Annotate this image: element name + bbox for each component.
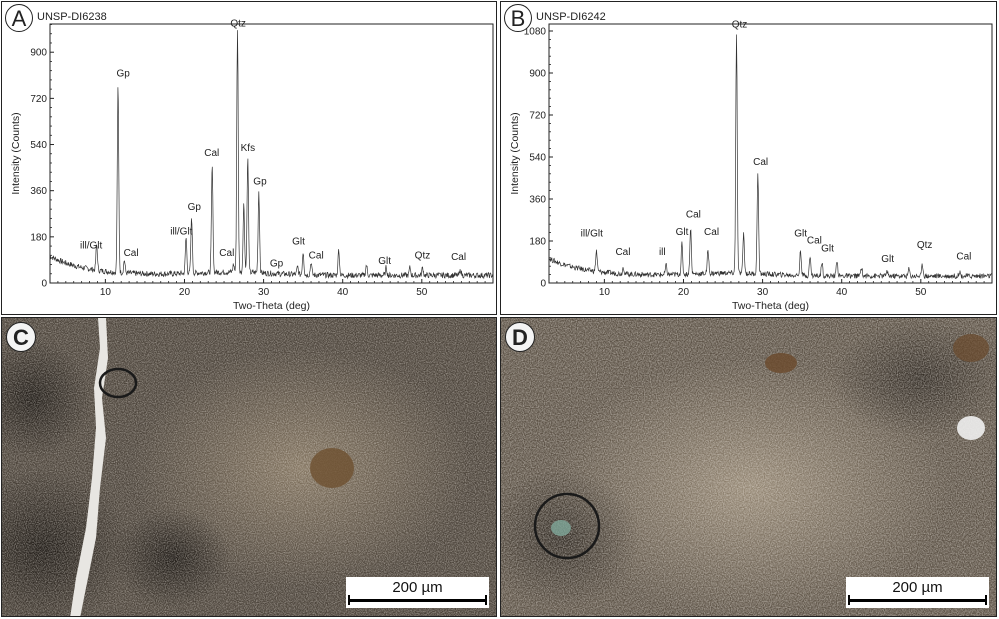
scale-bar-d: 200 µm [846,577,989,608]
peak-label: ill/Glt [170,226,192,237]
peak-label: Kfs [241,143,255,154]
peak-label: Cal [704,227,719,238]
peak-label: ill [659,247,666,258]
x-axis-label: Two-Theta (deg) [233,300,310,312]
x-tick-label: 30 [757,287,769,298]
panel-letter-c: C [6,322,36,352]
y-tick-label: 360 [529,195,546,206]
highlight-circle-c [98,367,138,399]
peak-label: Gp [188,202,202,213]
peak-label: Qtz [732,20,748,31]
peak-label: ill/Glt [80,240,102,251]
micrograph-panel-c: C 200 µm [1,317,497,617]
xrd-panel-b: 10 20 30 40 50 0 180 360 540 720 900 1080 Two-Theta … [500,1,997,315]
peak-label: Cal [956,252,971,263]
peak-label: Glt [676,227,689,238]
y-axis-label: Intensity (Counts) [10,112,22,194]
x-tick-label: 40 [836,287,848,298]
peak-label: Glt [881,254,894,265]
peak-label: Qtz [415,251,431,262]
peak-label: Cal [124,248,139,259]
scale-label-c: 200 µm [392,579,443,596]
y-tick-label: 180 [529,237,546,248]
scale-label-d: 200 µm [892,579,943,596]
peak-label: Glt [821,244,834,255]
peak-label: Cal [451,252,466,263]
peak-label: Gp [270,258,284,269]
peak-label: Cal [615,247,630,258]
peak-label: Qtz [230,19,246,30]
micrograph-panel-d: D 200 µm [500,317,997,617]
y-tick-label: 1080 [524,27,547,38]
x-tick-label: 20 [678,287,690,298]
peak-label: Glt [378,256,391,267]
y-tick-label: 720 [529,111,546,122]
x-tick-label: 50 [915,287,927,298]
y-tick-label: 540 [30,140,47,151]
micrograph-d-image [501,318,996,616]
xrd-panel-a: 10 20 30 40 50 0 180 360 540 720 900 Two-Theta (deg… [1,1,497,315]
peak-label: Gp [253,176,267,187]
peak-label: Cal [807,235,822,246]
x-tick-label: 10 [599,287,611,298]
x-axis-label: Two-Theta (deg) [732,300,809,312]
y-axis-label: Intensity (Counts) [509,112,521,194]
peak-label: Cal [309,251,324,262]
panel-letter-a: A [5,4,33,32]
micrograph-c-image [2,318,496,616]
highlight-circle-d [533,492,601,560]
diffraction-pattern-line [548,34,993,280]
panel-letter-d: D [505,322,535,352]
y-tick-label: 0 [41,279,47,290]
peak-label: Qtz [917,240,933,251]
peak-label: ill/Glt [581,228,603,239]
peak-label: Glt [292,237,305,248]
x-tick-label: 30 [258,287,270,298]
y-tick-label: 180 [30,232,47,243]
xrd-chart-b: 10 20 30 40 50 0 180 360 540 720 900 1080 Two-Theta … [509,20,993,312]
peak-label: Glt [794,228,807,239]
diffraction-pattern-line [49,30,494,280]
peak-label: Gp [116,69,130,80]
xrd-chart-a: 10 20 30 40 50 0 180 360 540 720 900 Two-Theta (deg… [10,19,494,312]
y-tick-label: 540 [529,153,546,164]
x-tick-label: 20 [179,287,191,298]
peak-label: Cal [204,148,219,159]
x-tick-label: 40 [337,287,349,298]
y-tick-label: 900 [30,48,47,59]
y-tick-label: 360 [30,186,47,197]
sample-id-b: UNSP-DI6242 [536,11,606,23]
y-tick-label: 0 [540,279,546,290]
peak-label: Cal [686,210,701,221]
peak-label: Cal [753,157,768,168]
y-tick-label: 900 [529,69,546,80]
scale-bar-c: 200 µm [346,577,489,608]
y-tick-label: 720 [30,94,47,105]
sample-id-a: UNSP-DI6238 [37,11,107,23]
panel-letter-b: B [504,4,532,32]
scale-line-c [348,595,487,605]
scale-line-d [848,595,987,605]
x-tick-label: 50 [416,287,428,298]
x-tick-label: 10 [100,287,112,298]
peak-label: Cal [219,248,234,259]
